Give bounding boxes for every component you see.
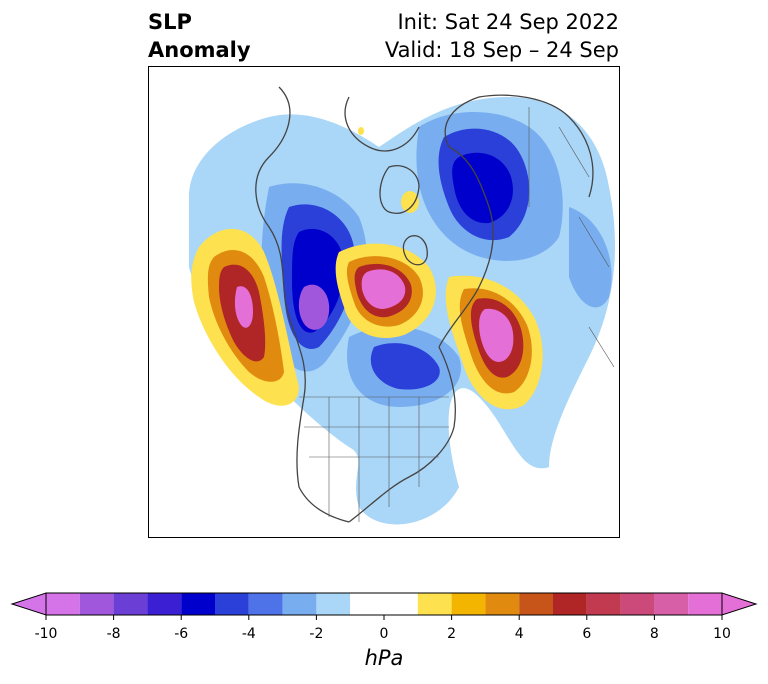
colorbar-bin — [248, 593, 283, 615]
colorbar-bin — [620, 593, 655, 615]
colorbar-unit-label: hPa — [364, 646, 404, 670]
colorbar-bin — [147, 593, 182, 615]
colorbar-bin — [586, 593, 621, 615]
colorbar-bin — [417, 593, 452, 615]
colorbar-bin — [553, 593, 587, 615]
country-borders — [299, 107, 615, 522]
colorbar-bin — [654, 593, 689, 615]
colorbar-tick-label: -8 — [106, 626, 121, 642]
colorbar-tick-label: 10 — [713, 626, 731, 642]
colorbar-tick-label: 0 — [379, 626, 389, 642]
colorbar-tick-label: 6 — [582, 626, 592, 642]
colorbar-bin — [485, 593, 520, 615]
slp-anomaly-map — [189, 86, 615, 525]
colorbar — [10, 592, 758, 620]
colorbar-tick-label: -2 — [309, 626, 324, 642]
colorbar-bin — [113, 593, 148, 615]
map-panel — [148, 66, 620, 538]
anomaly-negative-extreme — [298, 284, 330, 330]
colorbar-bin — [282, 593, 317, 615]
colorbar-bin — [46, 593, 80, 615]
title-block-left: SLP Anomaly — [148, 8, 251, 64]
colorbar-bin — [181, 593, 215, 615]
colorbar-extend-min — [10, 592, 47, 616]
colorbar-tick-label: -4 — [241, 626, 256, 642]
colorbar-bin — [519, 593, 553, 615]
colorbar-bin — [688, 593, 722, 615]
valid-range-label: Valid: 18 Sep – 24 Sep — [384, 38, 619, 62]
colorbar-tick-label: -6 — [174, 626, 189, 642]
colorbar-extend-max — [721, 592, 758, 616]
title-variable: SLP — [148, 10, 192, 34]
title-block-right: Init: Sat 24 Sep 2022 Valid: 18 Sep – 24… — [385, 8, 619, 64]
anomaly-positive-small — [358, 127, 419, 213]
colorbar-bin — [79, 593, 114, 615]
colorbar-bin — [451, 593, 486, 615]
colorbar-bin — [215, 593, 249, 615]
colorbar-tick-label: 8 — [649, 626, 659, 642]
colorbar-tick-label: -10 — [34, 626, 58, 642]
colorbar-tick-label: 2 — [447, 626, 457, 642]
coastlines — [255, 86, 594, 523]
colorbar-bin — [350, 593, 418, 615]
title-variable-type: Anomaly — [148, 38, 251, 62]
init-date-label: Init: Sat 24 Sep 2022 — [397, 10, 619, 34]
colorbar-tick-label: 4 — [514, 626, 524, 642]
colorbar-bin — [316, 593, 351, 615]
anomaly-positive-extreme — [234, 269, 514, 362]
